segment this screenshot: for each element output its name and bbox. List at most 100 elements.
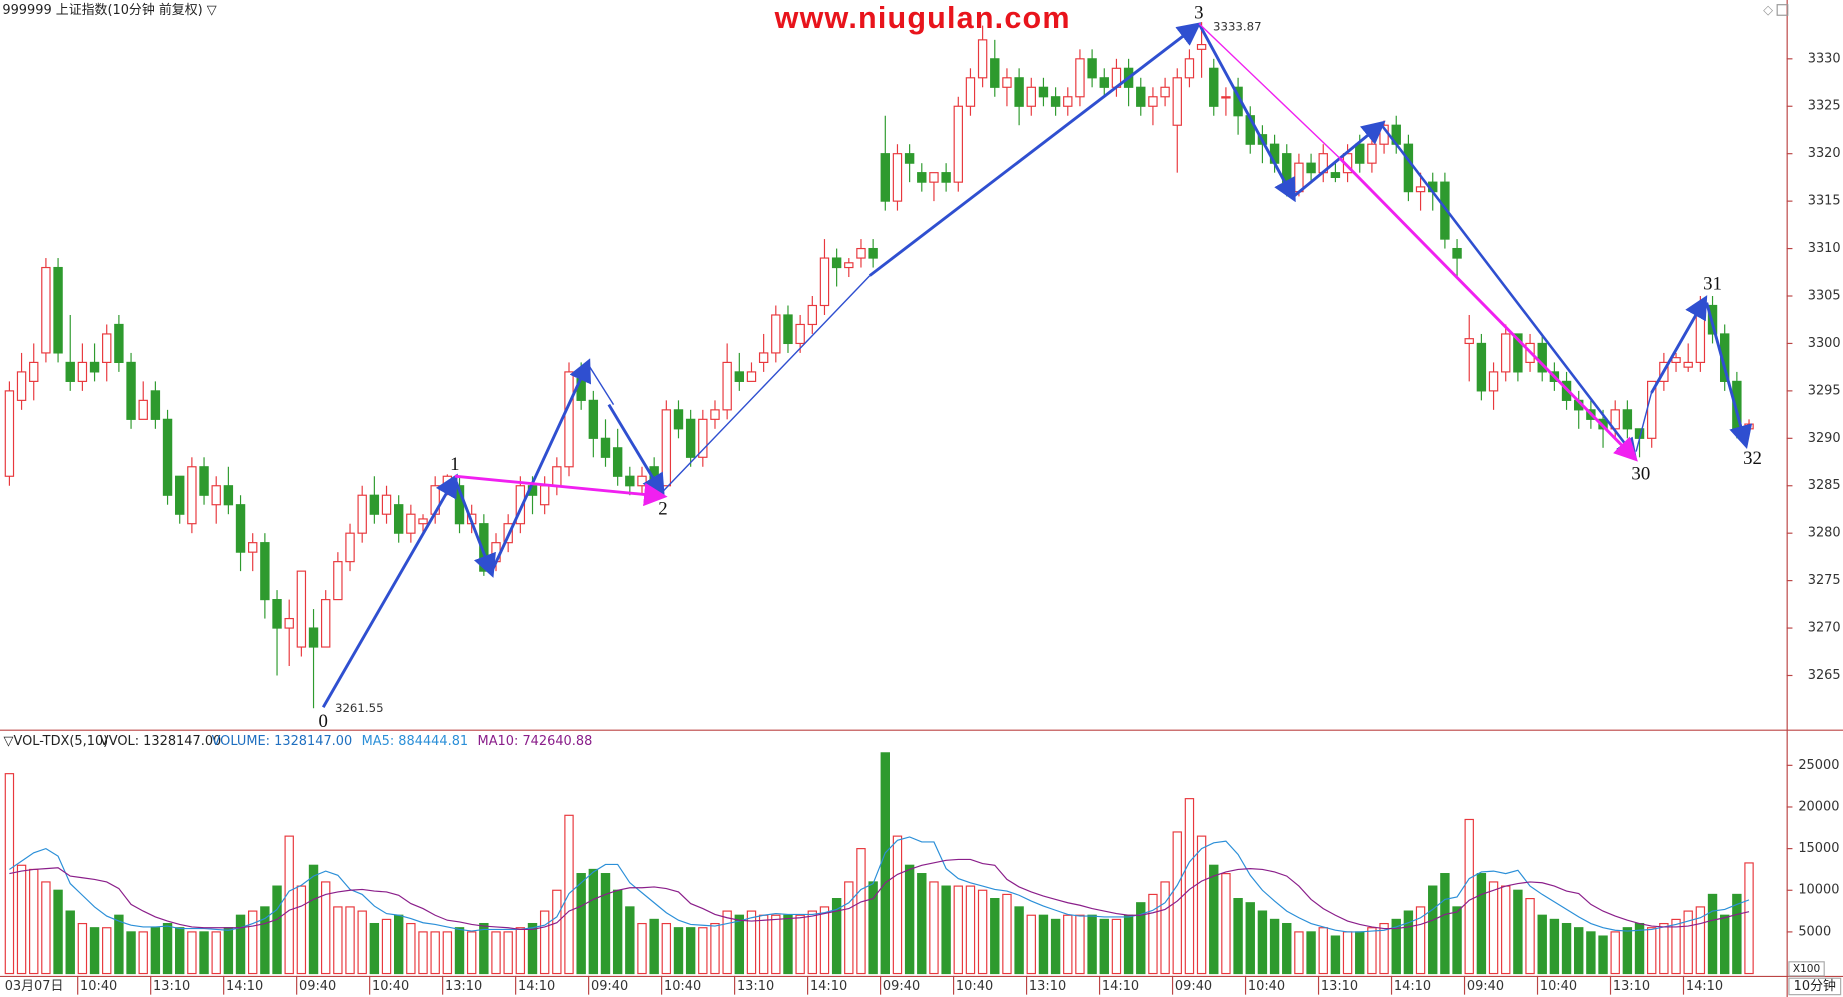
candle-body [1050,96,1061,107]
x-tick-label: 14:10 [1102,979,1139,994]
candle-body [734,371,745,382]
candle-body [722,361,732,411]
volume-bar [1428,885,1438,975]
volume-bar [1501,885,1511,975]
annotation: 30 [1631,463,1650,484]
candle-body [1330,172,1341,178]
volume-bar [114,914,124,975]
candle-body [1209,67,1219,107]
period-box [1788,977,1842,996]
candle-body [844,262,854,269]
candle-body [138,399,148,420]
volume-bar [272,885,282,975]
indicator-title: ▽VOL-TDX(5,10) [4,734,109,749]
candle-body [260,542,270,601]
volume-bar [29,868,39,975]
candle-body [211,485,221,506]
annotation: 31 [1703,273,1722,294]
volume-bar [868,881,878,975]
volume-bar [710,922,720,975]
y-tick-label: 3295 [1808,383,1841,398]
candle-body [187,466,197,525]
x-tick-label: 13:10 [153,979,190,994]
wave-lines [321,22,1753,709]
volume-bar [1342,931,1353,975]
volume-bar [807,910,818,975]
x-tick-label: 10:40 [664,979,701,994]
candle-body [868,247,878,259]
volume-bar [819,906,830,975]
volume-bar [1586,931,1596,975]
volume-bar [1257,910,1268,975]
candle-body [1038,86,1049,98]
volume-bar [1610,931,1620,975]
y-tick-label: 3310 [1808,241,1841,256]
candle-body [758,352,769,363]
volume-bar [1379,922,1389,975]
volume-bar [1196,835,1207,975]
volume-bar [16,864,27,975]
volume-bar [454,927,465,975]
candle-body [77,361,88,382]
candle-body [1464,338,1474,345]
candle-body [126,361,136,420]
candle-body [600,437,611,458]
candle-body [1501,333,1511,373]
volume-bar [1488,881,1499,975]
candle-body [564,371,574,468]
candle-body [296,570,307,648]
window-icon[interactable]: ◇ [1763,3,1773,18]
candle-body [1622,409,1633,430]
candle-body [65,361,75,382]
candle-body [1196,44,1207,50]
candle-body [272,599,282,629]
legend-entry: VOLUME: 1328147.00 [212,734,353,749]
volume-bar [1732,893,1742,975]
y-tick-label: 3265 [1808,668,1841,683]
candle-body [150,390,161,420]
volume-bar [381,918,392,975]
candle-body [1221,96,1231,99]
volume-bar [661,922,672,975]
candle-body [381,494,392,515]
candle-body [357,494,367,534]
y-tick-label: 3285 [1808,478,1841,493]
volume-bar [126,931,136,975]
candle-body [333,561,343,601]
volume-bar [1622,927,1633,975]
candle-body [698,418,708,458]
volume-bar [844,881,854,975]
candle-body [807,304,818,326]
y-tick-label: 10000 [1798,883,1839,898]
volume-bar [1111,918,1122,975]
candle-body [102,333,112,363]
candle-body [941,172,951,183]
volume-bar [1294,931,1304,975]
volume-bar [1415,906,1426,975]
volume-bar [320,881,331,975]
annotation: 3 [1194,2,1203,23]
volume-bar [1087,914,1097,975]
volume-bar [430,931,440,975]
y-tick-label: 3315 [1808,194,1841,209]
candle-body [904,153,915,164]
candle-body [673,409,684,430]
volume-bar [503,931,513,975]
volume-bar [880,752,890,975]
volume-bar [685,927,696,975]
volume-bar [649,918,659,975]
x-tick-label: 10:40 [372,979,409,994]
x-tick-label: 03月07日 [5,979,64,994]
candle-body [16,371,27,401]
candle-body [880,153,890,202]
window-icon[interactable] [1776,4,1789,16]
volume-bar [965,885,976,975]
candle-body [1513,333,1523,373]
volume-bar [1221,873,1231,975]
x-tick-label: 09:40 [1175,979,1212,994]
candle-body [685,418,696,458]
volume-bar [466,931,477,975]
candle-body [1294,162,1304,193]
volume-bar [41,881,51,975]
